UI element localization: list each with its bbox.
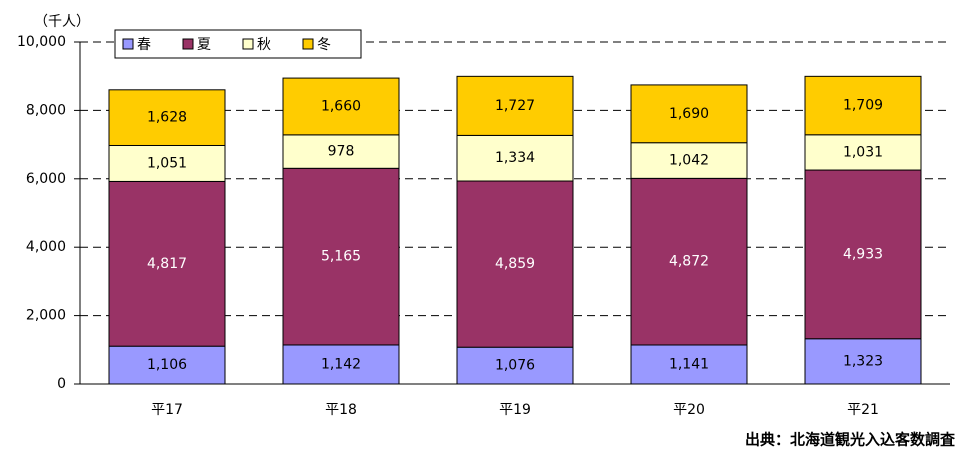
data-label: 1,660 [321, 98, 361, 114]
legend-label: 冬 [317, 37, 331, 53]
data-label: 1,076 [495, 358, 535, 374]
y-tick-label: 4,000 [26, 239, 66, 255]
y-tick-label: 10,000 [17, 34, 66, 50]
data-label: 4,872 [669, 254, 709, 270]
data-label: 1,141 [669, 356, 709, 372]
x-tick-label: 平17 [151, 402, 183, 418]
bar-segment [282, 344, 400, 385]
data-label: 4,817 [147, 256, 187, 272]
bar-segment [108, 180, 226, 347]
bar-segment [630, 177, 748, 346]
legend-label: 秋 [257, 37, 271, 53]
y-axis-unit: （千人） [34, 14, 90, 30]
bar-segment [456, 346, 574, 385]
x-tick-label: 平18 [325, 402, 357, 418]
y-tick-label: 0 [57, 376, 66, 392]
bar-segment [456, 180, 574, 348]
legend-swatch [182, 38, 194, 50]
data-label: 1,042 [669, 153, 709, 169]
data-label: 4,933 [843, 246, 883, 262]
data-label: 978 [328, 144, 355, 160]
data-label: 1,106 [147, 357, 187, 373]
bar-segment [804, 75, 922, 136]
legend-swatch [242, 38, 254, 50]
x-tick-label: 平21 [847, 402, 879, 418]
source-note: 出典：北海道観光入込客数調査 [745, 431, 956, 449]
data-label: 1,334 [495, 150, 535, 166]
bar-segment [108, 144, 226, 182]
legend-label: 春 [137, 37, 151, 53]
legend-box [114, 29, 362, 59]
data-label: 1,727 [495, 98, 535, 114]
bar-segment [630, 84, 748, 144]
bar-segment [282, 167, 400, 346]
y-tick-label: 6,000 [26, 171, 66, 187]
data-label: 1,142 [321, 356, 361, 372]
data-label: 1,709 [843, 98, 883, 114]
bar-segment [108, 345, 226, 385]
legend-swatch [122, 38, 134, 50]
data-label: 1,690 [669, 106, 709, 122]
data-label: 5,165 [321, 249, 361, 265]
x-tick-label: 平20 [673, 402, 705, 418]
bar-segment [282, 77, 400, 136]
data-label: 1,051 [147, 155, 187, 171]
y-tick-label: 2,000 [26, 308, 66, 324]
legend-swatch [302, 38, 314, 50]
bar-segment [630, 344, 748, 385]
bar-segment [282, 134, 400, 169]
data-label: 1,031 [843, 144, 883, 160]
data-label: 4,859 [495, 256, 535, 272]
bar-segment [804, 134, 922, 171]
bar-segment [108, 89, 226, 146]
bar-segment [456, 134, 574, 182]
bar-segment [804, 169, 922, 340]
data-label: 1,323 [843, 353, 883, 369]
x-tick-label: 平19 [499, 402, 531, 418]
bar-segment [804, 338, 922, 385]
bar-segment [456, 75, 574, 136]
bar-segment [630, 142, 748, 179]
data-label: 1,628 [147, 110, 187, 126]
legend-label: 夏 [197, 37, 211, 53]
y-tick-label: 8,000 [26, 102, 66, 118]
